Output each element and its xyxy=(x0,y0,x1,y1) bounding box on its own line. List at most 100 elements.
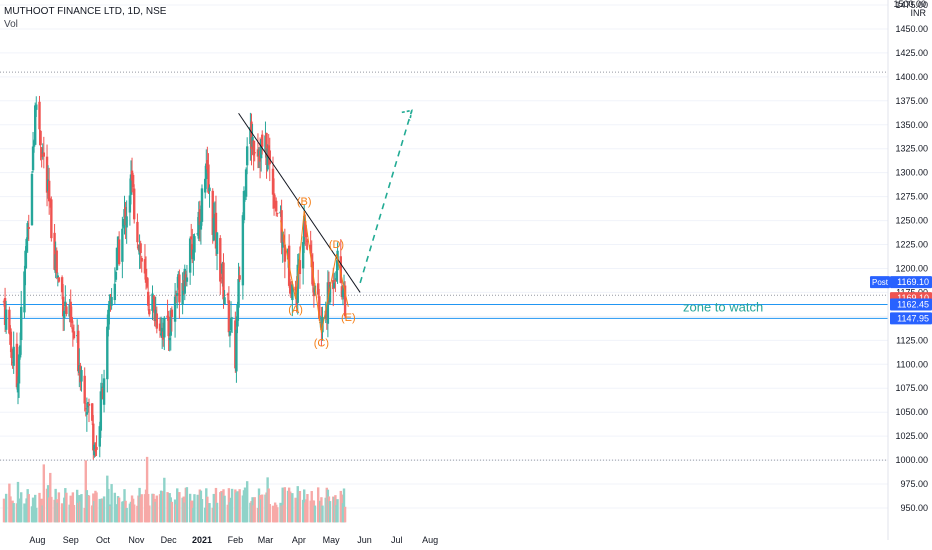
candle-body xyxy=(173,296,177,322)
pattern-leg xyxy=(280,220,297,300)
candle-body xyxy=(266,148,269,170)
candle-body xyxy=(167,316,170,337)
candle-body xyxy=(10,348,13,358)
volume-label: Vol xyxy=(4,19,18,30)
candle-body xyxy=(170,309,174,318)
candle-body xyxy=(65,306,68,315)
candle-body xyxy=(219,238,222,282)
trendline-line xyxy=(238,112,361,293)
volume-bar xyxy=(276,507,279,523)
currency-label: 1500.00 INR xyxy=(893,0,926,18)
volume-bar xyxy=(208,503,211,523)
pattern-leg xyxy=(295,210,305,300)
post-tag-bg xyxy=(870,276,890,289)
y-tick-label: 1050.00 xyxy=(895,407,928,417)
candle-body xyxy=(87,403,91,406)
candle-body xyxy=(250,121,253,149)
candle-body xyxy=(220,277,223,280)
candle-body xyxy=(45,156,49,193)
candle-body xyxy=(56,275,59,278)
candle-body xyxy=(200,188,204,222)
candle-body xyxy=(168,337,171,341)
post-tag: Post xyxy=(872,278,889,287)
candle-body xyxy=(31,146,35,171)
candle-body xyxy=(23,271,26,313)
pattern-leg xyxy=(335,253,349,307)
candle-body xyxy=(181,282,184,305)
volume-bar xyxy=(148,505,151,523)
pattern-label: (D) xyxy=(329,239,344,251)
candle-body xyxy=(253,152,256,154)
candle-body xyxy=(207,164,210,193)
candle-body xyxy=(53,232,56,270)
candle-body xyxy=(328,284,332,303)
zone-upper-label: 1162.45 xyxy=(897,299,929,309)
volume-bar xyxy=(215,502,219,523)
candle-body xyxy=(214,212,218,249)
candle-body xyxy=(18,345,22,358)
candle-body xyxy=(339,256,342,283)
projection-arrow xyxy=(359,109,413,284)
candle-body xyxy=(211,190,214,235)
last-price-label: 1169.10 xyxy=(897,293,929,303)
pattern-label: (A) xyxy=(288,304,303,316)
candle-body xyxy=(35,104,38,110)
volume-bar xyxy=(113,492,117,523)
candle-body xyxy=(117,239,121,265)
candle-body xyxy=(198,209,202,226)
volume-bar xyxy=(125,507,128,523)
volume-bar xyxy=(291,493,294,523)
x-tick-label: May xyxy=(323,535,341,545)
candle-body xyxy=(241,215,245,286)
candle-body xyxy=(77,330,80,372)
candle-body xyxy=(61,296,65,317)
candle-body xyxy=(236,304,239,327)
candle-body xyxy=(110,297,113,306)
candle-body xyxy=(185,277,189,282)
candle-body xyxy=(268,150,271,165)
candle-body xyxy=(158,323,162,331)
candle-body xyxy=(298,260,302,275)
candle-body xyxy=(261,134,264,147)
volume-bar xyxy=(65,492,68,523)
candle-body xyxy=(113,283,117,301)
candle-body xyxy=(24,250,27,269)
volume-bar xyxy=(223,495,226,523)
candle-body xyxy=(334,280,337,282)
volume-bar xyxy=(4,493,8,523)
volume-bar xyxy=(35,507,38,523)
x-tick-label: Oct xyxy=(96,535,111,545)
candle-body xyxy=(72,331,76,339)
x-tick-label: Aug xyxy=(29,535,45,545)
candle-body xyxy=(188,238,192,273)
candle-body xyxy=(55,250,58,274)
candle-body xyxy=(169,310,172,336)
volume-bar xyxy=(268,504,271,523)
time-axis: Aug Sep Oct Nov Dec 2021 Feb Mar Apr May Jun Jul Aug xyxy=(29,535,438,545)
candle-body xyxy=(16,383,20,393)
y-tick-label: 1075.00 xyxy=(895,383,928,393)
candle-body xyxy=(166,315,169,318)
candle-body xyxy=(155,313,158,329)
y-tick-label: 1275.00 xyxy=(895,192,928,202)
volume-bar xyxy=(328,501,332,523)
volume-bar xyxy=(238,489,241,523)
candle-body xyxy=(204,178,207,193)
candle-body xyxy=(98,426,101,447)
volume-bar xyxy=(80,494,83,523)
candle-body xyxy=(107,309,110,330)
x-tick-label: Mar xyxy=(258,535,274,545)
candle-body xyxy=(92,423,95,451)
pattern-label: (B) xyxy=(297,196,312,208)
candle-body xyxy=(227,300,231,333)
candle-body xyxy=(15,343,19,388)
zone-upper-label-bg xyxy=(890,298,932,311)
currency-code: INR xyxy=(910,8,927,18)
y-tick-label: 1125.00 xyxy=(896,335,928,345)
volume-bar xyxy=(72,505,76,523)
candle-body xyxy=(99,391,103,431)
volume-bar xyxy=(110,484,113,523)
candle-body xyxy=(271,168,275,195)
pattern-label: (C) xyxy=(314,338,329,350)
